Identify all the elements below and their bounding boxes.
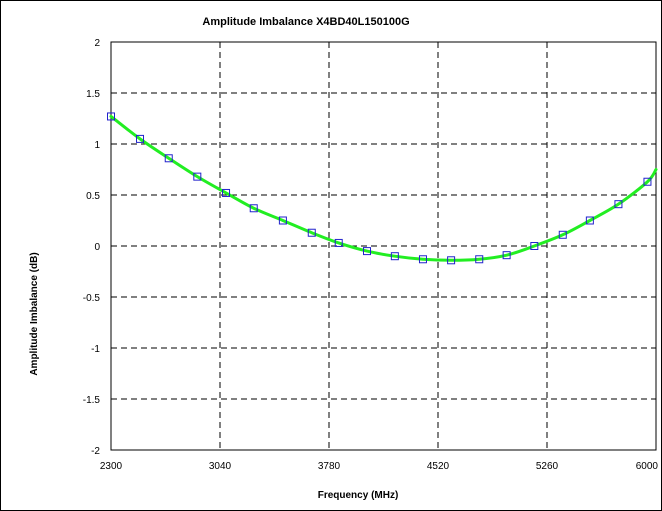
y-tick-label: -1.5 — [83, 395, 101, 406]
series — [107, 112, 658, 265]
data-point-marker — [222, 188, 231, 197]
y-tick-label: 2 — [94, 38, 100, 49]
data-point-marker — [164, 154, 173, 163]
y-tick-label: -2 — [91, 446, 100, 457]
y-tick-label: -1 — [91, 344, 100, 355]
series-line — [109, 114, 658, 262]
y-tick-label: 0 — [94, 242, 100, 253]
y-tick-label: 0.5 — [86, 191, 100, 202]
y-axis-label: Amplitude Imbalance (dB) — [29, 252, 40, 375]
data-point-marker — [643, 177, 652, 186]
x-axis-label: Frequency (MHz) — [318, 490, 399, 501]
data-point-marker — [193, 172, 202, 181]
data-point-marker — [136, 134, 145, 143]
y-tick-label: 1 — [94, 140, 100, 151]
data-point-marker — [418, 255, 427, 264]
x-tick-label: 4520 — [427, 461, 450, 472]
chart-title: Amplitude Imbalance X4BD40L150100G — [202, 16, 409, 28]
data-point-marker — [585, 216, 594, 225]
data-point-marker — [475, 255, 484, 264]
y-tick-labels: 2 1.5 1 0.5 0 -0.5 -1 -1.5 -2 — [83, 38, 101, 457]
data-point-marker — [390, 252, 399, 261]
data-point-marker — [307, 228, 316, 237]
x-tick-label: 2300 — [100, 461, 123, 472]
grid — [111, 42, 656, 450]
x-tick-label: 5260 — [536, 461, 559, 472]
data-point-marker — [334, 238, 343, 247]
data-point-marker — [502, 251, 511, 260]
data-point-marker — [107, 112, 115, 121]
x-tick-label: 3040 — [209, 461, 232, 472]
y-tick-label: 1.5 — [86, 89, 100, 100]
data-point-marker — [278, 216, 287, 225]
data-point-marker — [530, 242, 539, 250]
data-point-marker — [447, 256, 456, 265]
data-point-marker — [249, 204, 258, 213]
x-tick-label: 6000 — [636, 461, 659, 472]
data-point-marker — [363, 247, 372, 256]
plot-area-border — [110, 41, 657, 451]
x-tick-labels: 2300 3040 3780 4520 5260 6000 — [100, 461, 659, 472]
x-tick-label: 3780 — [318, 461, 341, 472]
data-point-marker — [614, 200, 623, 209]
data-point-marker — [558, 230, 567, 239]
y-tick-label: -0.5 — [83, 293, 101, 304]
